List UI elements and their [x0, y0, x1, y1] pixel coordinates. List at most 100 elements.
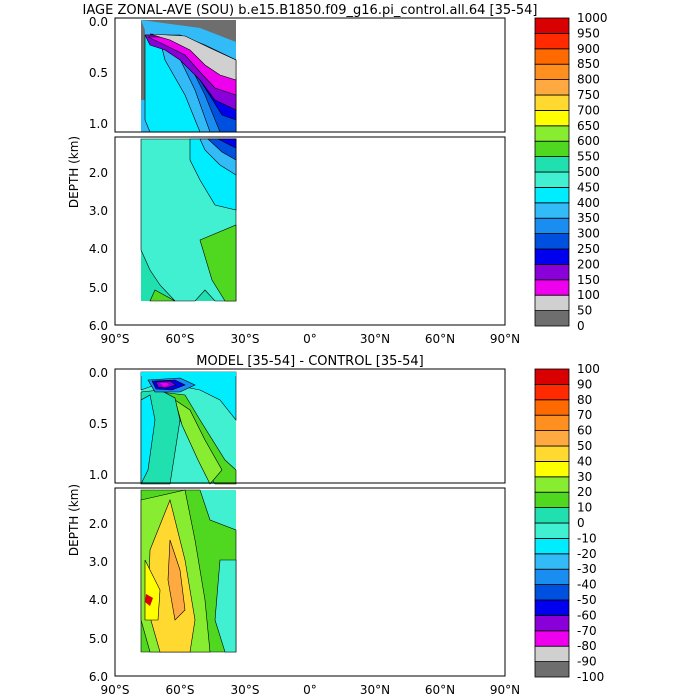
y-tick-label: 1.0 — [89, 468, 108, 482]
field-band — [140, 394, 156, 485]
y-tick-label: 3.0 — [89, 555, 108, 569]
y-tick-label: 4.0 — [89, 593, 108, 607]
colorbar-swatch — [534, 156, 570, 173]
x-tick-label: 30°N — [360, 683, 390, 697]
colorbar-swatch — [534, 383, 570, 401]
colorbar-swatch — [534, 33, 570, 50]
x-tick-label: 60°S — [166, 683, 195, 697]
colorbar-label: 450 — [577, 180, 600, 194]
colorbar-swatch — [534, 430, 570, 447]
colorbar-swatch — [534, 125, 570, 142]
colorbar-label: 20 — [577, 485, 592, 499]
colorbar-label: 700 — [577, 103, 600, 117]
colorbar-swatch — [534, 460, 570, 478]
field-band — [174, 399, 223, 485]
colorbar-label: 1000 — [577, 11, 608, 25]
colorbar-label: -70 — [577, 624, 597, 638]
plot-frame-lower — [114, 136, 506, 326]
colorbar-swatch — [534, 584, 570, 601]
colorbar-label: 90 — [577, 377, 592, 391]
colorbar-label: 950 — [577, 26, 600, 40]
colorbar-swatch — [534, 368, 570, 385]
colorbar-label: -90 — [577, 655, 597, 669]
field-band — [149, 289, 176, 302]
y-tick-label: 4.0 — [89, 242, 108, 256]
colorbar-label: 350 — [577, 211, 600, 225]
colorbar-label: 150 — [577, 273, 600, 287]
colorbar-label: 750 — [577, 88, 600, 102]
colorbar-swatch — [534, 414, 570, 432]
colorbar-swatch — [534, 202, 570, 219]
x-tick-label: 90°S — [101, 683, 130, 697]
colorbar-swatch — [534, 263, 570, 281]
colorbar-swatch — [534, 476, 570, 493]
colorbar-label: -60 — [577, 608, 597, 622]
plot-frame-lower — [114, 487, 506, 677]
colorbar-label: -40 — [577, 578, 597, 592]
y-tick-label: 0.5 — [89, 417, 108, 431]
colorbar-swatch — [534, 217, 570, 234]
y-axis-label: DEPTH (km) — [67, 136, 81, 208]
y-tick-label: 2.0 — [89, 517, 108, 531]
colorbar-label: -30 — [577, 562, 597, 576]
field-band — [160, 383, 169, 387]
x-tick-label: 60°N — [425, 683, 455, 697]
colorbar-label: 900 — [577, 42, 600, 56]
colorbar-label: 0 — [577, 319, 585, 333]
colorbar-swatch — [534, 233, 570, 250]
x-tick-label: 90°N — [490, 332, 520, 346]
colorbar-swatch — [534, 538, 570, 555]
y-tick-label: 0.5 — [89, 66, 108, 80]
colorbar-label: 50 — [577, 439, 592, 453]
field-band — [141, 20, 145, 100]
y-tick-label: 5.0 — [89, 281, 108, 295]
x-tick-label: 60°S — [166, 332, 195, 346]
y-tick-label: 6.0 — [89, 319, 108, 333]
colorbar: -100-90-80-70-60-50-40-30-20-10010203040… — [534, 362, 604, 684]
field-band — [141, 20, 236, 42]
colorbar-swatch — [534, 248, 570, 265]
y-tick-label: 5.0 — [89, 632, 108, 646]
colorbar-label: 50 — [577, 304, 592, 318]
field-band — [145, 594, 153, 606]
difference-field — [140, 371, 237, 653]
plot-frame-upper — [114, 17, 506, 133]
colorbar-swatch — [534, 17, 570, 34]
colorbar-swatch — [534, 48, 570, 65]
colorbar-label: 30 — [577, 470, 592, 484]
colorbar-label: 0 — [577, 516, 585, 530]
colorbar-swatch — [534, 171, 570, 188]
field-band — [214, 559, 237, 653]
colorbar-label: -10 — [577, 531, 597, 545]
colorbar-swatch — [534, 615, 570, 632]
colorbar-label: 500 — [577, 165, 600, 179]
colorbar-swatch — [534, 279, 570, 296]
plot-frame-upper — [114, 368, 506, 484]
colorbar-swatch — [534, 445, 570, 462]
colorbar-swatch — [534, 110, 570, 127]
field-band — [141, 372, 236, 376]
x-tick-label: 30°S — [231, 683, 260, 697]
colorbar-swatch — [534, 507, 570, 524]
field-band — [217, 138, 237, 149]
colorbar-label: 250 — [577, 242, 600, 256]
colorbar-swatch — [534, 630, 570, 647]
colorbar-swatch — [534, 94, 570, 111]
panel-title: MODEL [35-54] - CONTROL [35-54] — [196, 354, 423, 369]
colorbar-swatch — [534, 140, 570, 157]
x-ticks: 90°S 60°S 30°S 0° 30°N 60°N 90°N — [101, 332, 521, 346]
colorbar-label: 60 — [577, 424, 592, 438]
colorbar-label: 40 — [577, 454, 592, 468]
colorbar-swatch — [534, 63, 570, 80]
colorbar-swatch — [534, 491, 570, 509]
colorbar-label: -20 — [577, 547, 597, 561]
colorbar-label: -100 — [577, 670, 604, 684]
panel-title: IAGE ZONAL-AVE (SOU) b.e15.B1850.f09_g16… — [83, 3, 538, 18]
colorbar-label: -50 — [577, 593, 597, 607]
x-tick-label: 0° — [303, 683, 317, 697]
colorbar-swatch — [534, 310, 570, 327]
x-ticks: 90°S 60°S 30°S 0° 30°N 60°N 90°N — [101, 683, 521, 697]
colorbar-label: 550 — [577, 150, 600, 164]
y-tick-label: 0.0 — [89, 366, 108, 380]
field-band — [167, 539, 186, 621]
